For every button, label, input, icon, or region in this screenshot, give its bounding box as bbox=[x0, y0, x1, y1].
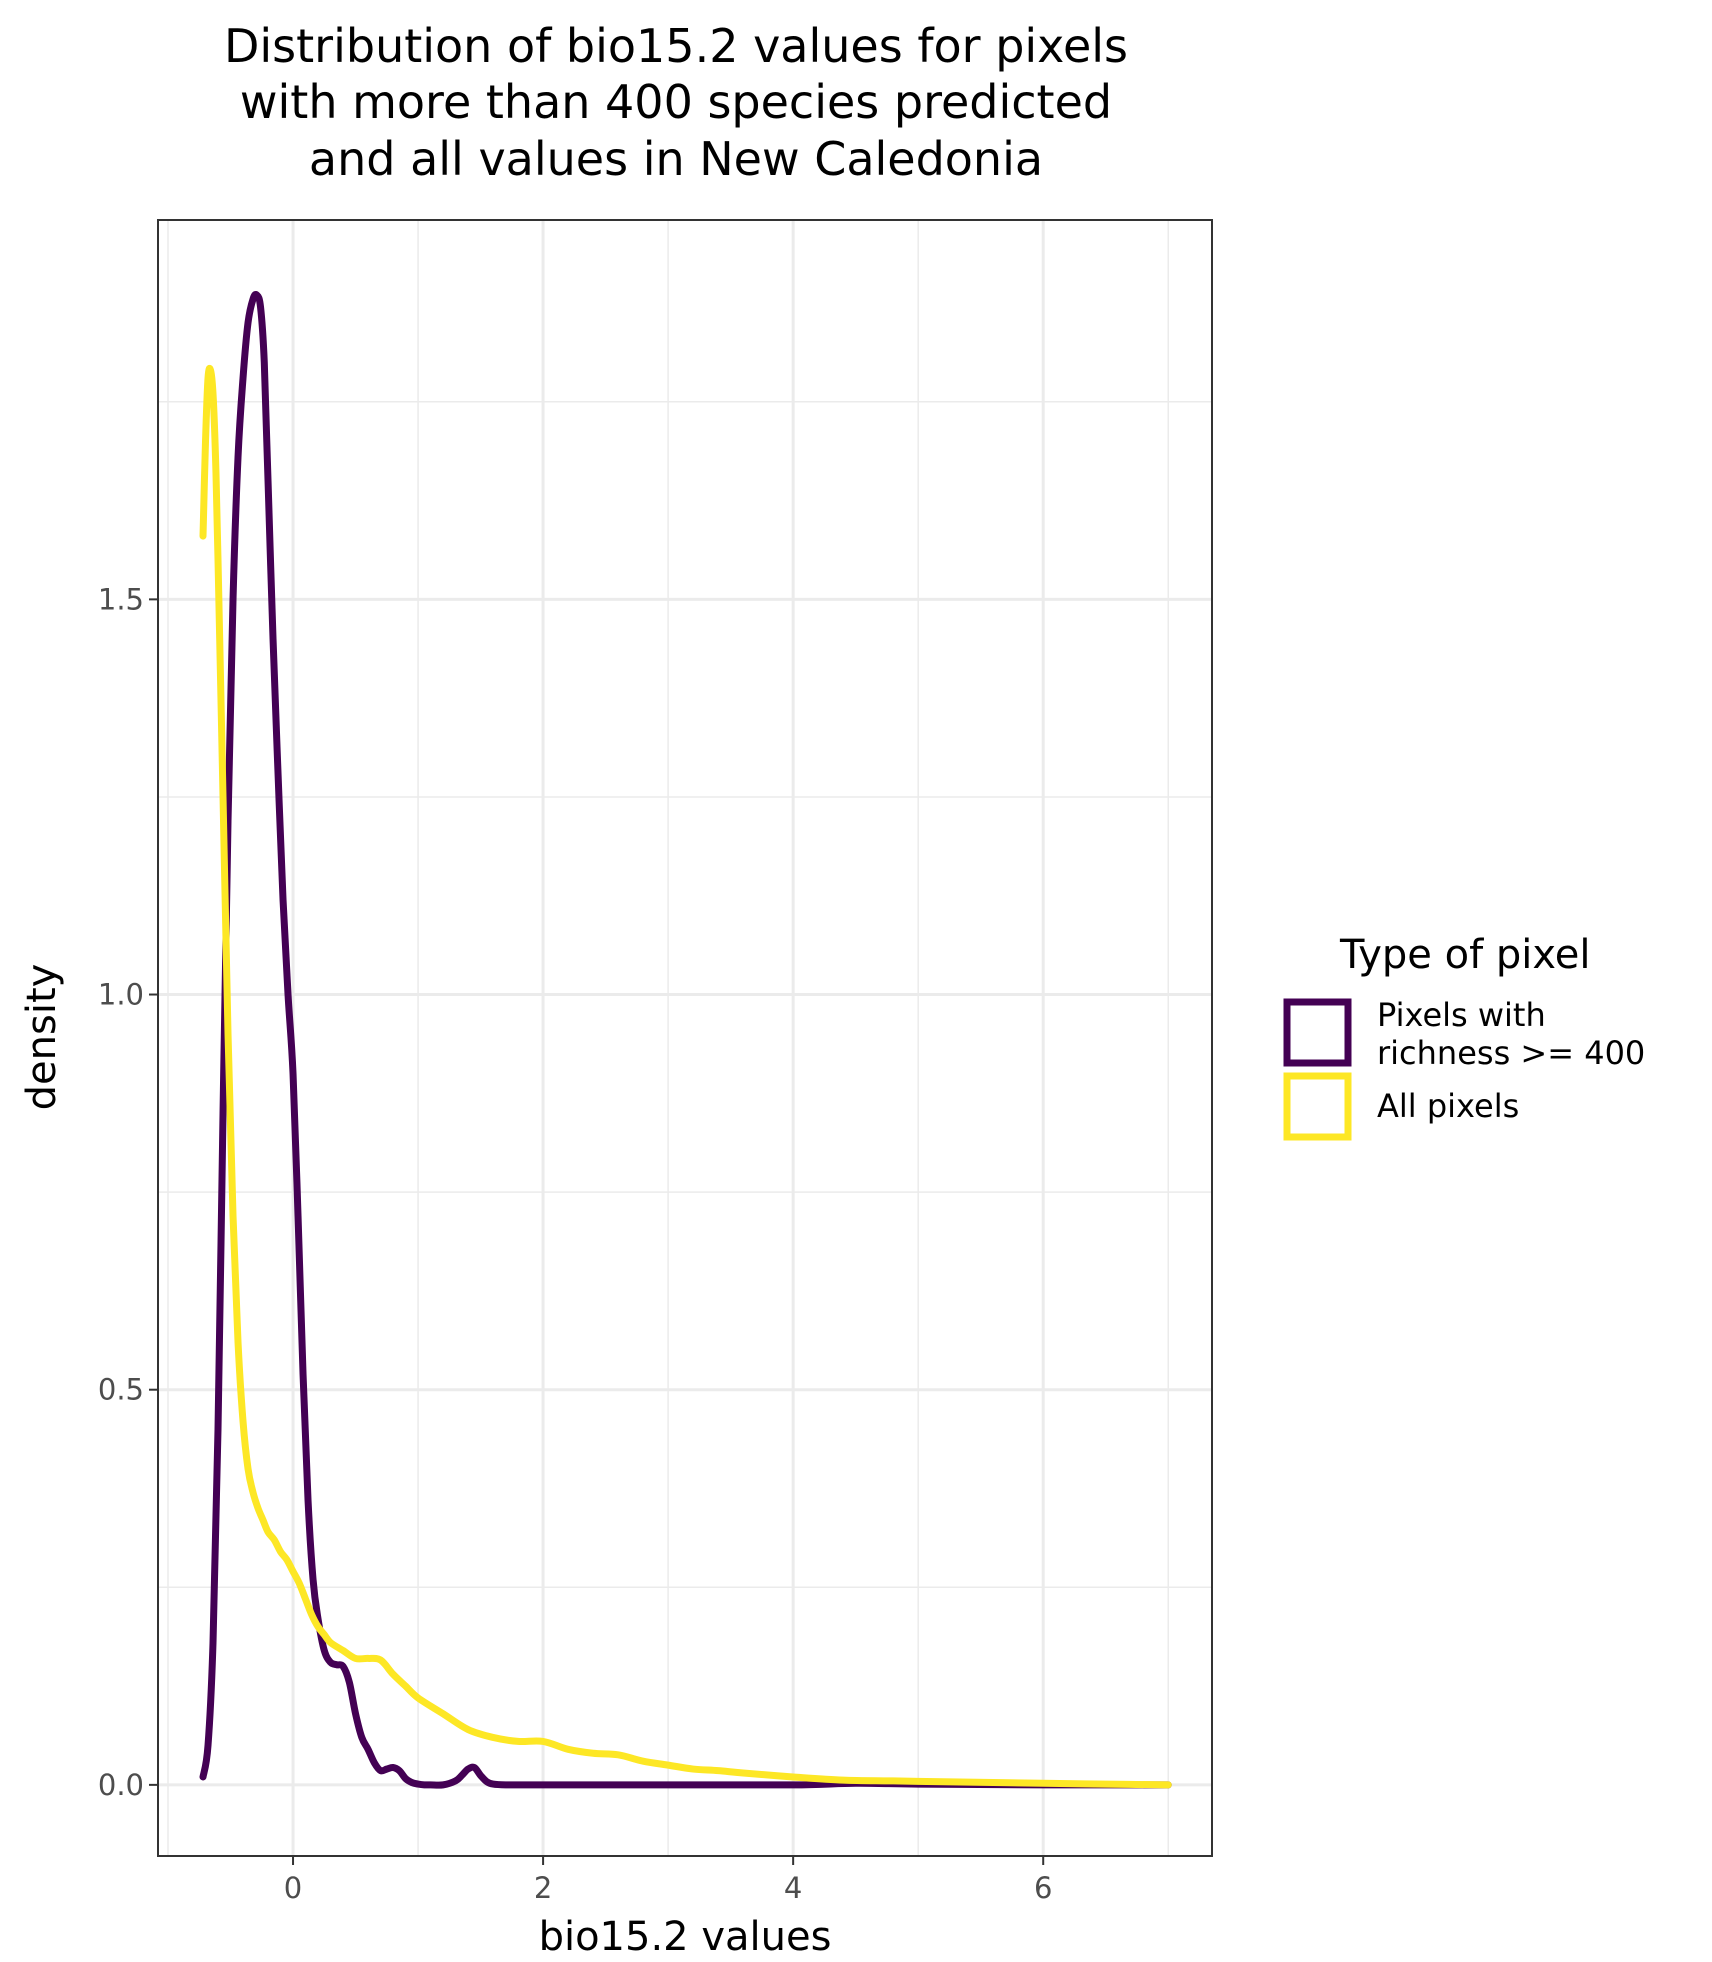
legend-title: Type of pixel bbox=[1339, 932, 1591, 978]
x-axis: 0 2 4 6 bbox=[284, 1856, 1052, 1905]
x-tick-label: 2 bbox=[534, 1871, 552, 1905]
series-layer bbox=[199, 291, 1172, 1789]
y-axis-title: density bbox=[19, 964, 65, 1111]
plot-panel-background bbox=[158, 220, 1212, 1856]
series-line-richness-400 bbox=[199, 291, 1172, 1789]
y-axis: 0.0 0.5 1.0 1.5 bbox=[98, 582, 158, 1802]
chart-title: Distribution of bio15.2 values for pixel… bbox=[224, 19, 1128, 186]
x-tick-label: 0 bbox=[284, 1871, 302, 1905]
x-tick-label: 4 bbox=[784, 1871, 802, 1905]
title-line-2: with more than 400 species predicted bbox=[240, 75, 1112, 129]
x-tick-label: 6 bbox=[1034, 1871, 1052, 1905]
legend-key-richness bbox=[1283, 998, 1352, 1067]
legend-label-all: All pixels bbox=[1377, 1087, 1519, 1125]
grid-lines bbox=[158, 220, 1212, 1856]
title-line-3: and all values in New Caledonia bbox=[309, 132, 1043, 186]
legend: Type of pixel Pixels with richness >= 40… bbox=[1283, 932, 1645, 1141]
plot-panel-border bbox=[157, 219, 1213, 1857]
title-line-1: Distribution of bio15.2 values for pixel… bbox=[224, 19, 1128, 73]
legend-label-richness-line-2: richness >= 400 bbox=[1377, 1034, 1645, 1072]
legend-key-all bbox=[1283, 1072, 1352, 1141]
series-line-all-pixels bbox=[199, 364, 1172, 1789]
y-tick-label: 1.0 bbox=[98, 978, 144, 1012]
y-tick-label: 0.0 bbox=[98, 1768, 144, 1802]
y-tick-label: 0.5 bbox=[98, 1373, 144, 1407]
x-axis-title: bio15.2 values bbox=[539, 1914, 832, 1960]
y-tick-label: 1.5 bbox=[98, 582, 144, 616]
legend-label-richness-line-1: Pixels with bbox=[1377, 996, 1546, 1034]
